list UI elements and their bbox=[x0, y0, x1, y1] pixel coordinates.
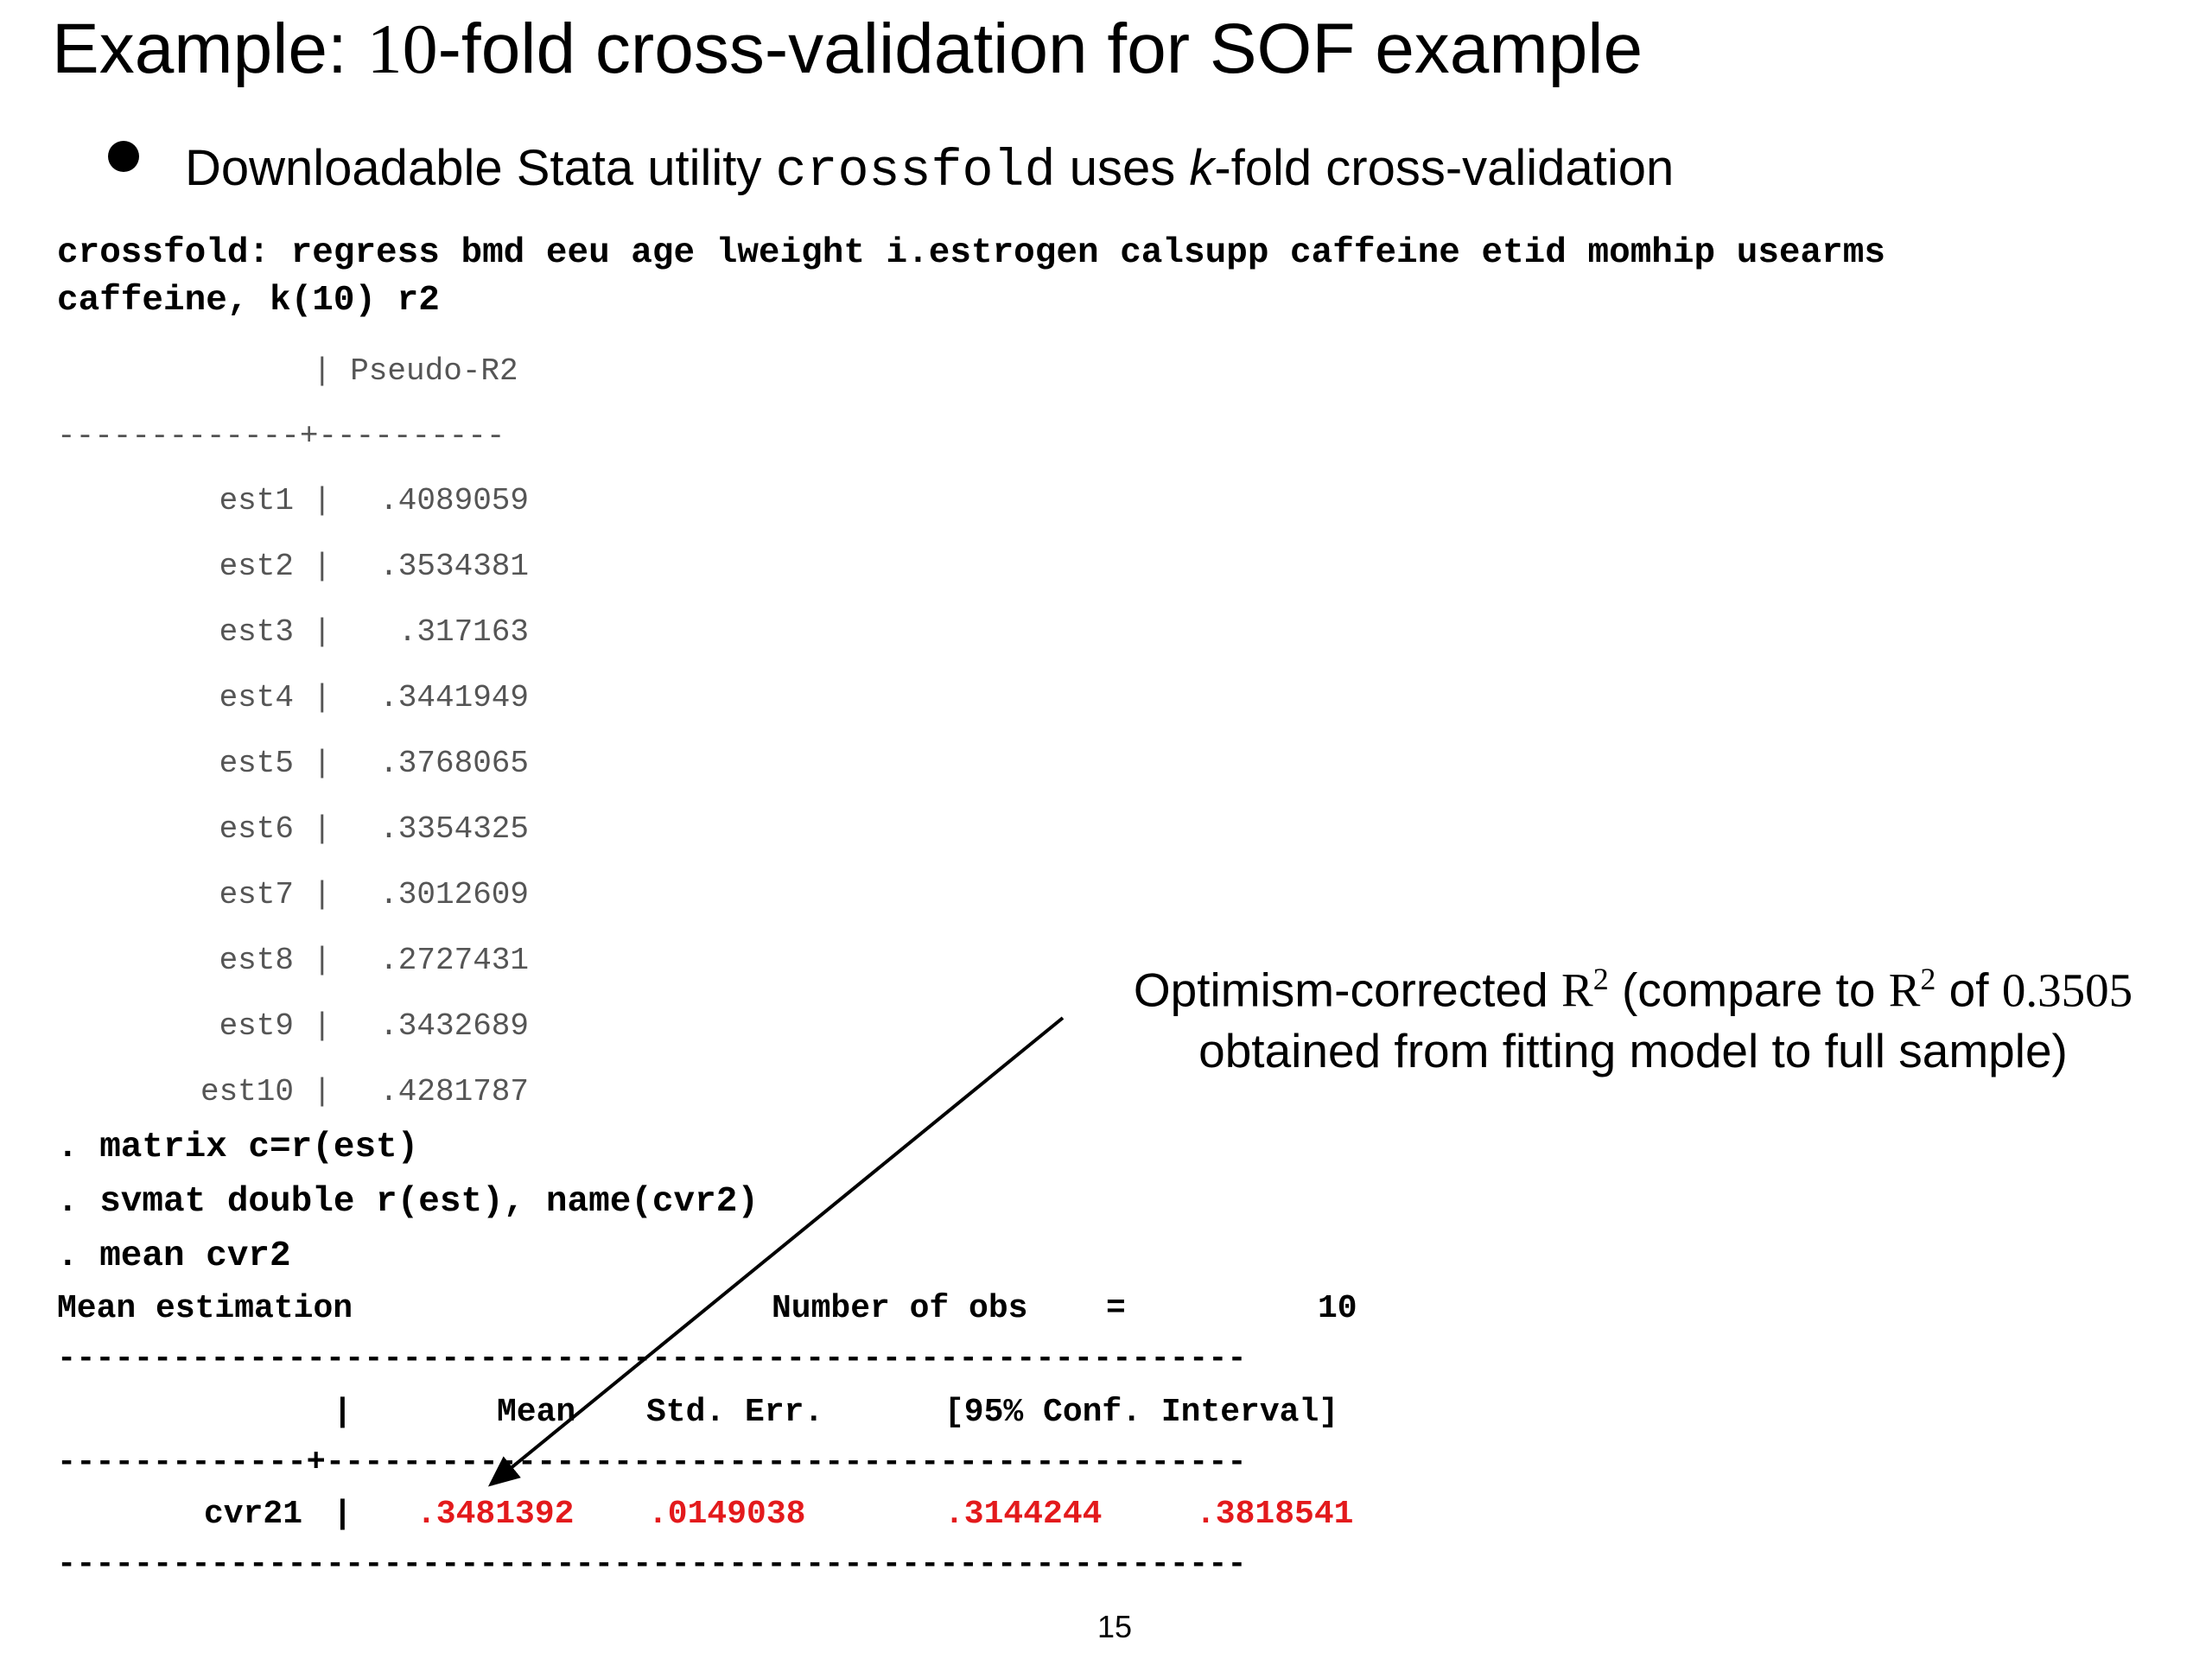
col-se: Std. Err. bbox=[646, 1394, 824, 1431]
output-row-value: .317163 bbox=[397, 614, 529, 650]
bullet-text-before: Downloadable Stata utility bbox=[185, 140, 776, 196]
output-row-value: .4281787 bbox=[379, 1074, 529, 1109]
output-row-value: .3354325 bbox=[379, 811, 529, 847]
output-row-separator: | bbox=[313, 680, 332, 715]
title-suffix: -fold cross-validation for SOF example bbox=[437, 10, 1643, 88]
output-divider: -------------+---------- bbox=[57, 418, 505, 454]
output-row-value: .3441949 bbox=[379, 680, 529, 715]
slide-title: Example: 10-fold cross-validation for SO… bbox=[52, 2, 1643, 97]
output-row-label: est10 bbox=[200, 1074, 294, 1109]
annotation-r2: R bbox=[1888, 963, 1921, 1017]
output-row-label: est9 bbox=[219, 1008, 294, 1044]
top-rule: ----------------------------------------… bbox=[57, 1341, 1247, 1377]
ci-high-value: .3818541 bbox=[1196, 1496, 1354, 1533]
output-row-separator: | bbox=[313, 549, 332, 584]
bullet-text-after: -fold cross-validation bbox=[1214, 140, 1675, 196]
mean-value: .3481392 bbox=[416, 1496, 575, 1533]
obs-label: Number of obs bbox=[772, 1290, 1028, 1327]
ci-low-value: .3144244 bbox=[944, 1496, 1103, 1533]
bullet-k: k bbox=[1189, 140, 1215, 196]
title-number: 10 bbox=[366, 10, 438, 88]
header-sep: | bbox=[333, 1394, 353, 1431]
annotation-part3: of bbox=[1936, 963, 2002, 1017]
output-row-label: est7 bbox=[219, 877, 294, 912]
se-value: .0149038 bbox=[648, 1496, 806, 1533]
output-row-value: .2727431 bbox=[379, 943, 529, 978]
annotation-value: 0.3505 bbox=[2001, 963, 2133, 1017]
output-row-value: .4089059 bbox=[379, 483, 529, 518]
command-svmat: . svmat double r(est), name(cvr2) bbox=[57, 1182, 759, 1222]
bullet-code: crossfold bbox=[775, 143, 1056, 201]
output-row-separator: | bbox=[313, 614, 332, 650]
output-row-value: .3768065 bbox=[379, 746, 529, 781]
output-row-label: est6 bbox=[219, 811, 294, 847]
output-row-separator: | bbox=[313, 811, 332, 847]
output-row-separator: | bbox=[313, 746, 332, 781]
bullet-text: Downloadable Stata utility crossfold use… bbox=[185, 130, 1674, 211]
bottom-rule: ----------------------------------------… bbox=[57, 1547, 1247, 1583]
page-number: 15 bbox=[1097, 1609, 1133, 1644]
obs-eq: = bbox=[1106, 1290, 1126, 1327]
row-sep: | bbox=[333, 1496, 353, 1533]
mean-title: Mean estimation bbox=[57, 1290, 353, 1327]
mid-rule: -------------+--------------------------… bbox=[57, 1445, 1247, 1481]
output-row-separator: | bbox=[313, 483, 332, 518]
annotation-sup: 2 bbox=[1592, 962, 1609, 996]
output-row-label: est8 bbox=[219, 943, 294, 978]
arrow-line bbox=[487, 1016, 1065, 1487]
output-row-label: est2 bbox=[219, 549, 294, 584]
obs-value: 10 bbox=[1318, 1290, 1357, 1327]
annotation-part2: (compare to bbox=[1608, 963, 1889, 1017]
annotation: Optimism-corrected R2 (compare to R2 of … bbox=[1093, 949, 2173, 1081]
output-row-value: .3012609 bbox=[379, 877, 529, 912]
output-row-separator: | bbox=[313, 1008, 332, 1044]
output-row-label: est3 bbox=[219, 614, 294, 650]
bullet-text-mid: uses bbox=[1055, 140, 1190, 196]
output-row-separator: | bbox=[313, 943, 332, 978]
bullet-dot-icon bbox=[108, 141, 139, 172]
output-row-label: est5 bbox=[219, 746, 294, 781]
output-header: | Pseudo-R2 bbox=[313, 353, 518, 389]
output-row-label: est1 bbox=[219, 483, 294, 518]
output-row-label: est4 bbox=[219, 680, 294, 715]
output-row-value: .3534381 bbox=[379, 549, 529, 584]
col-ci: [95% Conf. Interval] bbox=[944, 1394, 1339, 1431]
output-row-separator: | bbox=[313, 1074, 332, 1109]
annotation-line-1: Optimism-corrected R2 (compare to R2 of … bbox=[1093, 949, 2173, 1020]
row-label: cvr21 bbox=[204, 1496, 303, 1533]
command-line-1: crossfold: regress bmd eeu age lweight i… bbox=[57, 233, 1885, 273]
annotation-r: R bbox=[1561, 963, 1593, 1017]
command-line-2: caffeine, k(10) r2 bbox=[57, 281, 440, 321]
annotation-line-2: obtained from fitting model to full samp… bbox=[1198, 1024, 2068, 1078]
title-prefix: Example: bbox=[52, 10, 367, 88]
output-row-value: .3432689 bbox=[379, 1008, 529, 1044]
annotation-part1: Optimism-corrected bbox=[1133, 963, 1561, 1017]
command-mean: . mean cvr2 bbox=[57, 1236, 291, 1276]
command-matrix: . matrix c=r(est) bbox=[57, 1128, 419, 1167]
annotation-sup2: 2 bbox=[1920, 962, 1936, 996]
output-row-separator: | bbox=[313, 877, 332, 912]
